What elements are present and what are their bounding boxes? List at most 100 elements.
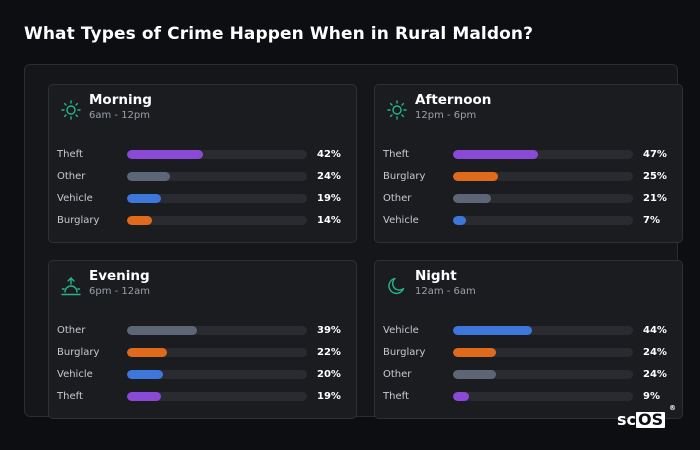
moon-icon [386, 275, 408, 297]
category-label: Vehicle [57, 193, 93, 204]
category-label: Theft [383, 149, 409, 160]
bar-vehicle [453, 216, 466, 225]
value-label: 39% [317, 325, 341, 336]
category-label: Theft [57, 149, 83, 160]
bar-row-theft: Theft 47% [383, 149, 673, 161]
bar-track [453, 370, 633, 379]
panel-title: Afternoon [415, 92, 492, 108]
category-label: Theft [57, 391, 83, 402]
category-label: Other [383, 193, 412, 204]
bar-row-burglary: Burglary 25% [383, 171, 673, 183]
sun-icon [386, 99, 408, 121]
bar-burglary [453, 172, 498, 181]
category-label: Burglary [383, 171, 426, 182]
bar-row-vehicle: Vehicle 20% [57, 369, 347, 381]
bar-track [453, 326, 633, 335]
bar-other [127, 326, 198, 335]
sunset-icon [60, 275, 82, 297]
bar-vehicle [127, 370, 163, 379]
bar-row-other: Other 24% [57, 171, 347, 183]
bar-row-other: Other 24% [383, 369, 673, 381]
value-label: 25% [643, 171, 667, 182]
panel-title: Evening [89, 268, 150, 284]
bar-other [453, 194, 491, 203]
bar-track [453, 392, 633, 401]
bar-row-vehicle: Vehicle 19% [57, 193, 347, 205]
sun-icon [60, 99, 82, 121]
bar-track [453, 348, 633, 357]
value-label: 24% [317, 171, 341, 182]
panel-time-range: 6pm - 12am [89, 286, 151, 297]
category-label: Other [383, 369, 412, 380]
category-label: Theft [383, 391, 409, 402]
category-label: Other [57, 325, 86, 336]
value-label: 19% [317, 391, 341, 402]
category-label: Vehicle [383, 215, 419, 226]
bar-track [127, 348, 307, 357]
bar-row-theft: Theft 42% [57, 149, 347, 161]
value-label: 20% [317, 369, 341, 380]
logo-text: sc [617, 410, 637, 429]
bar-track [453, 216, 633, 225]
category-label: Vehicle [383, 325, 419, 336]
value-label: 21% [643, 193, 667, 204]
bar-theft [127, 150, 203, 159]
bar-other [127, 172, 171, 181]
value-label: 7% [643, 215, 660, 226]
value-label: 24% [643, 347, 667, 358]
value-label: 19% [317, 193, 341, 204]
bar-vehicle [127, 194, 162, 203]
panel-night: Night 12am - 6am Vehicle 44% Burglary 24% Othe… [374, 260, 683, 419]
brand-logo: sc OS ® [617, 404, 676, 429]
logo-registered-mark: ® [669, 404, 676, 412]
panel-time-range: 12pm - 6pm [415, 110, 477, 121]
bar-other [453, 370, 497, 379]
value-label: 42% [317, 149, 341, 160]
bar-theft [127, 392, 162, 401]
bar-track [453, 150, 633, 159]
bar-burglary [127, 216, 153, 225]
bar-vehicle [453, 326, 533, 335]
category-label: Other [57, 171, 86, 182]
panel-time-range: 12am - 6am [415, 286, 476, 297]
bar-burglary [127, 348, 167, 357]
bar-row-vehicle: Vehicle 7% [383, 215, 673, 227]
bar-row-burglary: Burglary 24% [383, 347, 673, 359]
bar-track [453, 172, 633, 181]
bar-track [127, 326, 307, 335]
category-label: Burglary [383, 347, 426, 358]
bar-row-vehicle: Vehicle 44% [383, 325, 673, 337]
bar-row-other: Other 39% [57, 325, 347, 337]
bar-row-burglary: Burglary 22% [57, 347, 347, 359]
panel-morning: Morning 6am - 12pm Theft 42% Other 24% Vehicle… [48, 84, 357, 243]
value-label: 22% [317, 347, 341, 358]
bar-row-other: Other 21% [383, 193, 673, 205]
category-label: Vehicle [57, 369, 93, 380]
panel-evening: Evening 6pm - 12am Other 39% Burglary 22% Vehi… [48, 260, 357, 419]
value-label: 24% [643, 369, 667, 380]
value-label: 14% [317, 215, 341, 226]
category-label: Burglary [57, 215, 100, 226]
panel-title: Morning [89, 92, 152, 108]
bar-theft [453, 392, 470, 401]
panel-title: Night [415, 268, 457, 284]
value-label: 44% [643, 325, 667, 336]
bar-row-burglary: Burglary 14% [57, 215, 347, 227]
logo-boxed-text: OS [636, 410, 666, 429]
value-label: 9% [643, 391, 660, 402]
bar-row-theft: Theft 19% [57, 391, 347, 403]
bar-track [127, 172, 307, 181]
value-label: 47% [643, 149, 667, 160]
category-label: Burglary [57, 347, 100, 358]
panel-afternoon: Afternoon 12pm - 6pm Theft 47% Burglary 25% Ot… [374, 84, 683, 243]
bar-burglary [453, 348, 497, 357]
chart-title: What Types of Crime Happen When in Rural… [24, 24, 534, 44]
bar-track [127, 194, 307, 203]
bar-theft [453, 150, 538, 159]
bar-track [453, 194, 633, 203]
bar-track [127, 150, 307, 159]
panel-time-range: 6am - 12pm [89, 110, 151, 121]
bar-track [127, 392, 307, 401]
bar-track [127, 370, 307, 379]
bar-track [127, 216, 307, 225]
